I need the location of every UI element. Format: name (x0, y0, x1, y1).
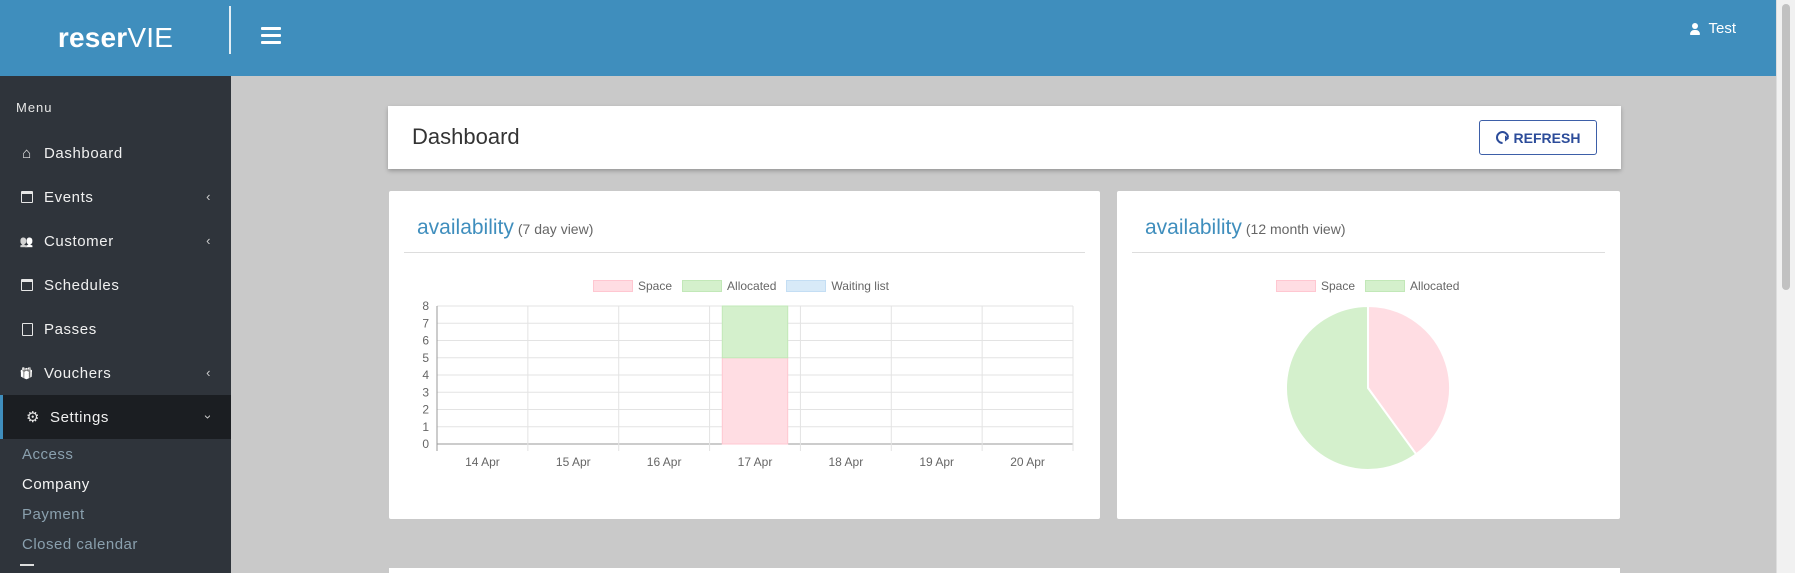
user-name: Test (1708, 20, 1736, 37)
y-tick-label: 5 (422, 351, 429, 365)
scrollbar-thumb[interactable] (1782, 4, 1790, 290)
availability-7day-card: availability (7 day view) Space Allocated… (389, 191, 1100, 519)
y-tick-label: 1 (422, 420, 429, 434)
calendar-icon (20, 278, 34, 292)
refresh-icon (1492, 128, 1512, 147)
y-tick-label: 7 (422, 316, 429, 330)
legend-item-space[interactable]: Space (1276, 279, 1355, 293)
hamburger-icon-line (261, 41, 281, 44)
sidebar-item-vouchers[interactable]: Vouchers ‹ (0, 351, 231, 395)
card-header: availability (12 month view) (1132, 216, 1605, 253)
user-icon (1690, 22, 1701, 35)
sidebar-toggle-button[interactable] (261, 27, 281, 45)
card-header: availability (7 day view) (404, 216, 1085, 253)
legend-item-allocated[interactable]: Allocated (682, 279, 776, 293)
sidebar-nav: Dashboard Events ‹ Customer ‹ Schedules … (0, 131, 231, 573)
page-title: Dashboard (412, 124, 520, 149)
chevron-down-icon: ‹ (199, 414, 215, 419)
sidebar-item-passes[interactable]: Passes (0, 307, 231, 351)
gift-icon (20, 366, 34, 380)
x-tick-label: 15 Apr (556, 455, 591, 469)
sidebar-item-label: Vouchers (44, 364, 112, 382)
y-tick-label: 3 (422, 385, 429, 399)
submenu-item-closed-calendar[interactable]: Closed calendar (22, 535, 138, 553)
bar-allocated (721, 305, 789, 359)
sidebar-item-events[interactable]: Events ‹ (0, 175, 231, 219)
pie-chart-legend: Space Allocated (1276, 279, 1459, 293)
x-tick-label: 17 Apr (738, 455, 773, 469)
sidebar-item-label: Schedules (44, 276, 120, 294)
sidebar-item-label: Customer (44, 232, 114, 250)
top-header: reser VIE Test (0, 0, 1776, 76)
cogs-icon (26, 410, 40, 424)
sidebar-item-dashboard[interactable]: Dashboard (0, 131, 231, 175)
logo-light-text: VIE (127, 22, 174, 53)
sidebar-item-schedules[interactable]: Schedules (0, 263, 231, 307)
page-title-card: Dashboard REFRESH (388, 106, 1621, 169)
logo-divider (229, 6, 231, 54)
hamburger-icon-line (261, 34, 281, 37)
user-menu[interactable]: Test (1690, 20, 1736, 37)
y-tick-label: 0 (422, 437, 429, 451)
chevron-left-icon: ‹ (206, 365, 211, 380)
app-logo[interactable]: reser VIE (0, 0, 231, 76)
y-tick-label: 4 (422, 368, 429, 382)
y-tick-label: 2 (422, 403, 429, 417)
sidebar-item-label: Settings (50, 408, 109, 426)
sidebar-item-cut-off[interactable] (0, 559, 231, 573)
sidebar-item-label: Dashboard (44, 144, 123, 162)
availability-12month-card: availability (12 month view) Space Alloca… (1117, 191, 1620, 519)
x-tick-label: 18 Apr (829, 455, 864, 469)
x-tick-label: 14 Apr (465, 455, 500, 469)
menu-icon (20, 564, 34, 573)
pie-slice-allocated (1285, 304, 1418, 471)
submenu-item-access[interactable]: Access (22, 445, 74, 463)
submenu-item-payment[interactable]: Payment (22, 505, 85, 523)
sidebar-item-customer[interactable]: Customer ‹ (0, 219, 231, 263)
submenu-item-company[interactable]: Company (22, 475, 90, 493)
bar-space (721, 357, 789, 445)
card-title: availability (7 day view) (417, 216, 594, 239)
settings-submenu: Access Company Payment Closed calendar (0, 439, 231, 559)
card-title: availability (12 month view) (1145, 216, 1346, 239)
legend-item-waiting-list[interactable]: Waiting list (786, 279, 889, 293)
x-tick-label: 19 Apr (919, 455, 954, 469)
refresh-label: REFRESH (1513, 129, 1581, 146)
bar-chart-legend: Space Allocated Waiting list (593, 279, 889, 293)
x-tick-label: 16 Apr (647, 455, 682, 469)
card-subtitle: (7 day view) (517, 221, 594, 237)
chevron-left-icon: ‹ (206, 189, 211, 204)
chevron-left-icon: ‹ (206, 233, 211, 248)
sidebar: Menu Dashboard Events ‹ Customer ‹ Sched… (0, 76, 231, 573)
availability-pie-chart (1285, 304, 1451, 471)
refresh-button[interactable]: REFRESH (1479, 120, 1597, 155)
home-icon (20, 146, 34, 160)
hamburger-icon (261, 27, 281, 30)
calendar-icon (20, 190, 34, 204)
legend-item-allocated[interactable]: Allocated (1365, 279, 1459, 293)
next-card-peek (389, 568, 1620, 573)
file-icon (20, 322, 34, 336)
pie-slice-space (1367, 304, 1451, 456)
menu-header: Menu (16, 100, 53, 115)
card-subtitle: (12 month view) (1245, 221, 1346, 237)
y-tick-label: 8 (422, 299, 429, 313)
sidebar-item-label: Events (44, 188, 94, 206)
users-icon (20, 234, 34, 248)
sidebar-item-settings[interactable]: Settings ‹ (0, 395, 231, 439)
legend-item-space[interactable]: Space (593, 279, 672, 293)
sidebar-item-label: Passes (44, 320, 97, 338)
page-scrollbar[interactable] (1776, 0, 1795, 573)
x-tick-label: 20 Apr (1010, 455, 1045, 469)
y-tick-label: 6 (422, 334, 429, 348)
logo-bold-text: reser (57, 22, 128, 53)
